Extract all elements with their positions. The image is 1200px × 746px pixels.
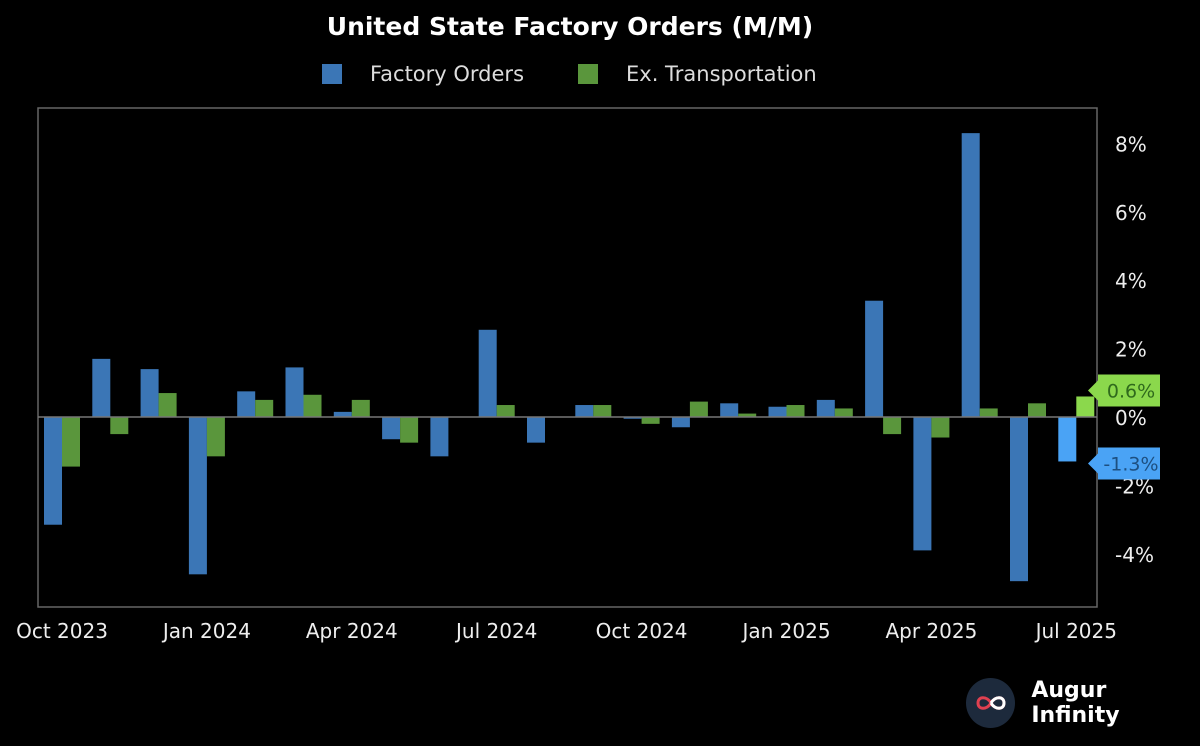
- y-tick-label: 6%: [1115, 201, 1147, 225]
- bar-factory-orders: [575, 405, 594, 417]
- value-callout: [1088, 374, 1160, 407]
- y-tick-label: 2%: [1115, 338, 1147, 362]
- bar-ex-transportation: [689, 401, 708, 417]
- value-callout: [1088, 447, 1160, 480]
- x-tick-label: Apr 2024: [306, 619, 398, 643]
- bar-factory-orders: [430, 417, 449, 457]
- bar-factory-orders: [44, 417, 62, 525]
- bar-factory-orders: [671, 417, 690, 428]
- bar-factory-orders: [961, 133, 980, 417]
- bar-ex-transportation: [834, 408, 853, 417]
- bar-ex-transportation: [110, 417, 129, 435]
- y-tick-label: -4%: [1115, 543, 1154, 567]
- x-tick-label: Oct 2024: [596, 619, 688, 643]
- bar-factory-orders: [720, 403, 739, 417]
- legend-label: Ex. Transportation: [626, 62, 817, 86]
- y-tick-label: 4%: [1115, 269, 1147, 293]
- bar-factory-orders: [1010, 417, 1028, 582]
- bar-ex-transportation: [158, 393, 177, 417]
- y-tick-label: 8%: [1115, 132, 1147, 156]
- x-tick-label: Jan 2024: [161, 619, 251, 643]
- bar-factory-orders: [140, 369, 159, 417]
- x-tick-label: Oct 2023: [16, 619, 108, 643]
- value-callout-label: 0.6%: [1107, 380, 1155, 402]
- legend-item-factory-orders: Factory Orders: [322, 62, 524, 86]
- legend-item-ex-transportation: Ex. Transportation: [578, 62, 817, 86]
- bar-ex-transportation: [400, 417, 419, 443]
- x-tick-label: Apr 2025: [885, 619, 977, 643]
- bar-factory-orders: [768, 406, 787, 417]
- bar-ex-transportation: [786, 405, 805, 417]
- bar-ex-transportation: [303, 394, 322, 417]
- x-tick-label: Jan 2025: [740, 619, 830, 643]
- bar-ex-transportation: [496, 405, 515, 417]
- bar-factory-orders: [913, 417, 932, 551]
- bar-factory-orders: [816, 399, 835, 417]
- legend-label: Factory Orders: [370, 62, 525, 86]
- bar-ex-transportation: [206, 417, 225, 457]
- brand-logo: Augur Infinity: [966, 678, 1200, 728]
- bar-ex-transportation: [351, 399, 370, 417]
- bar-factory-orders: [1058, 417, 1077, 462]
- bar-factory-orders: [382, 417, 401, 440]
- legend-swatch: [578, 64, 598, 84]
- bar-ex-transportation: [979, 408, 998, 417]
- bar-factory-orders: [188, 417, 207, 575]
- bar-ex-transportation: [931, 417, 950, 438]
- bar-ex-transportation: [1076, 396, 1095, 417]
- bar-factory-orders: [92, 358, 111, 417]
- legend-swatch: [322, 64, 342, 84]
- y-tick-label: 0%: [1115, 406, 1147, 430]
- bar-ex-transportation: [593, 405, 612, 417]
- bar-ex-transportation: [883, 417, 902, 435]
- bar-factory-orders: [285, 367, 304, 417]
- bar-factory-orders: [333, 411, 352, 417]
- infinity-icon: [966, 678, 1016, 728]
- bar-ex-transportation: [62, 417, 80, 467]
- chart-title: United State Factory Orders (M/M): [326, 12, 814, 41]
- bar-factory-orders: [478, 329, 497, 417]
- value-callout-label: -1.3%: [1103, 453, 1158, 475]
- bar-ex-transportation: [641, 417, 660, 424]
- bar-factory-orders: [527, 417, 545, 443]
- plot-frame: [37, 107, 1098, 608]
- bar-ex-transportation: [738, 413, 757, 417]
- bar-ex-transportation: [255, 399, 274, 417]
- x-tick-label: Jul 2025: [1034, 619, 1117, 643]
- brand-name: Augur Infinity: [1031, 678, 1120, 728]
- x-tick-label: Jul 2024: [454, 619, 537, 643]
- bar-ex-transportation: [1028, 403, 1046, 417]
- bar-factory-orders: [865, 300, 884, 417]
- bar-factory-orders: [623, 417, 642, 419]
- bar-factory-orders: [237, 391, 256, 417]
